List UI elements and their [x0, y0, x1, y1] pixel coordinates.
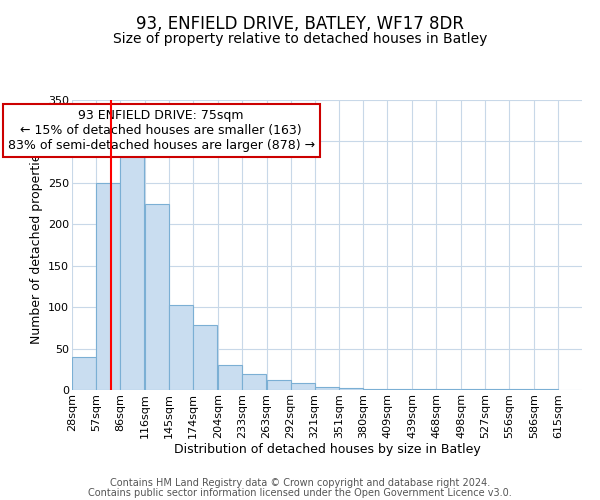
Bar: [509, 389, 533, 390]
Bar: [485, 389, 509, 390]
Bar: [436, 389, 460, 390]
Bar: [461, 389, 485, 390]
X-axis label: Distribution of detached houses by size in Batley: Distribution of detached houses by size …: [173, 444, 481, 456]
Text: 93 ENFIELD DRIVE: 75sqm
← 15% of detached houses are smaller (163)
83% of semi-d: 93 ENFIELD DRIVE: 75sqm ← 15% of detache…: [8, 108, 315, 152]
Bar: [169, 304, 193, 390]
Y-axis label: Number of detached properties: Number of detached properties: [29, 146, 43, 344]
Bar: [364, 389, 388, 390]
Text: Contains public sector information licensed under the Open Government Licence v3: Contains public sector information licen…: [88, 488, 512, 498]
Bar: [96, 183, 120, 390]
Bar: [120, 150, 144, 390]
Bar: [290, 382, 314, 390]
Text: Contains HM Land Registry data © Crown copyright and database right 2024.: Contains HM Land Registry data © Crown c…: [110, 478, 490, 488]
Bar: [72, 357, 96, 390]
Bar: [340, 388, 364, 390]
Bar: [388, 389, 412, 390]
Bar: [534, 389, 558, 390]
Bar: [145, 204, 169, 390]
Bar: [412, 389, 436, 390]
Bar: [266, 380, 290, 390]
Bar: [314, 386, 338, 390]
Text: Size of property relative to detached houses in Batley: Size of property relative to detached ho…: [113, 32, 487, 46]
Bar: [242, 374, 266, 390]
Bar: [218, 365, 242, 390]
Bar: [193, 326, 217, 390]
Text: 93, ENFIELD DRIVE, BATLEY, WF17 8DR: 93, ENFIELD DRIVE, BATLEY, WF17 8DR: [136, 15, 464, 33]
